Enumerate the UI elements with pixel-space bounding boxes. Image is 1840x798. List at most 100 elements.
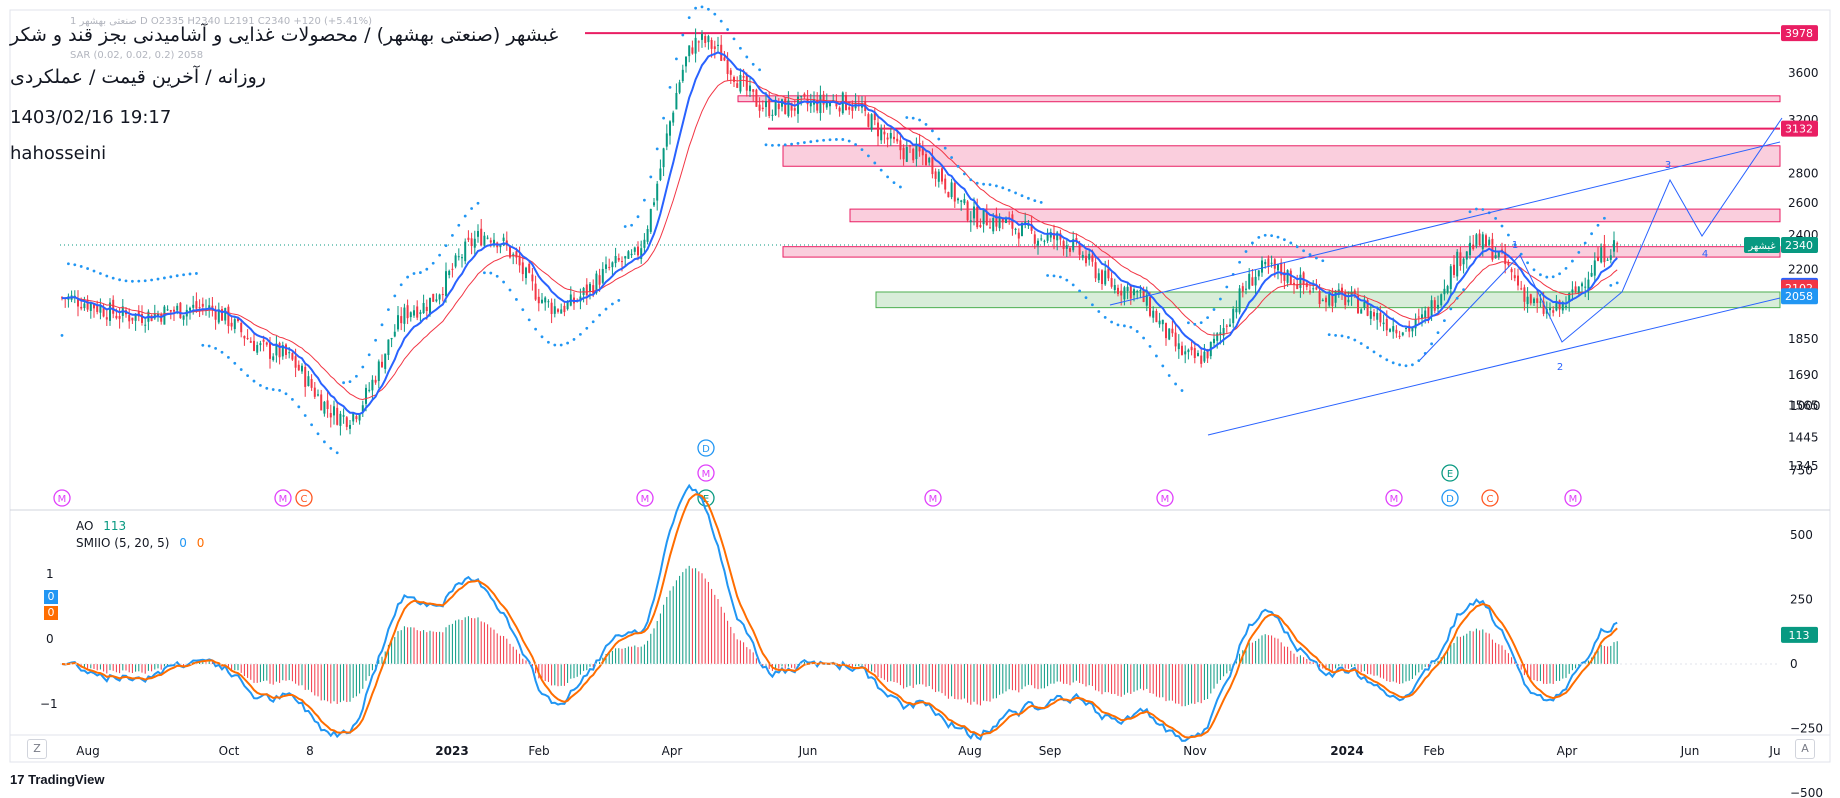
- event-marker[interactable]: [697, 439, 715, 457]
- sar-dot: [1039, 200, 1043, 204]
- sar-dot: [879, 168, 883, 172]
- candle-body: [1501, 249, 1503, 251]
- candle-body: [614, 256, 617, 264]
- candle-body: [1401, 332, 1404, 336]
- event-marker-label: M: [1390, 494, 1399, 505]
- sar-dot: [1583, 241, 1587, 245]
- sar-dot: [406, 275, 409, 279]
- candle-body: [633, 247, 636, 252]
- event-marker[interactable]: [1481, 489, 1499, 507]
- candle-body: [1561, 302, 1564, 311]
- candle-body: [899, 140, 902, 151]
- event-marker[interactable]: [1564, 489, 1582, 507]
- sar-dot: [1238, 260, 1241, 264]
- ao-legend[interactable]: AO 113: [70, 519, 126, 533]
- candle-body: [349, 424, 351, 429]
- candle-body: [201, 303, 204, 307]
- sar-dot: [1571, 259, 1574, 263]
- candle-body: [1510, 269, 1513, 273]
- sar-dot: [726, 28, 729, 31]
- price-zone: [737, 95, 1781, 103]
- sar-dot: [1391, 361, 1395, 365]
- sar-dot: [1468, 210, 1472, 214]
- sar-dot: [758, 68, 761, 72]
- candle-body: [905, 147, 908, 162]
- sar-dot: [1180, 389, 1184, 392]
- sar-dot: [911, 116, 915, 120]
- zoom-button[interactable]: Z: [27, 739, 47, 759]
- event-marker[interactable]: [697, 464, 715, 482]
- candle-body: [1257, 270, 1260, 277]
- event-marker[interactable]: [1441, 489, 1459, 507]
- candle-body: [1190, 346, 1193, 351]
- sar-dot: [566, 341, 569, 345]
- candle-body: [653, 202, 655, 206]
- candle-body: [1030, 224, 1033, 231]
- sar-dot: [1372, 350, 1376, 354]
- sar-dot: [118, 278, 121, 282]
- candle-body: [1350, 292, 1353, 297]
- candle-body: [297, 364, 300, 371]
- sar-dot: [1225, 285, 1229, 289]
- event-marker[interactable]: [53, 489, 71, 507]
- candle-body: [643, 239, 646, 248]
- sar-dot: [1308, 253, 1312, 256]
- candle-body: [217, 309, 220, 323]
- candle-body: [93, 304, 95, 309]
- time-axis-label: Apr: [662, 744, 683, 758]
- sar-dot: [1379, 354, 1382, 358]
- sar-dot: [1436, 331, 1440, 334]
- candle-body: [294, 356, 297, 368]
- candle-body: [528, 263, 531, 273]
- event-marker[interactable]: [636, 489, 654, 507]
- sar-dot: [284, 392, 288, 396]
- candle-body: [912, 148, 915, 161]
- sar-dot: [796, 141, 800, 145]
- candle-body: [483, 235, 486, 246]
- candle-body: [1613, 240, 1615, 252]
- candle-body: [1113, 285, 1116, 291]
- candle-body: [1033, 234, 1036, 244]
- candle-body: [192, 304, 195, 308]
- candle-body: [477, 231, 479, 237]
- auto-scale-button[interactable]: A: [1795, 739, 1815, 759]
- candle-body: [304, 366, 307, 387]
- candle-body: [422, 302, 425, 314]
- event-marker[interactable]: [924, 489, 942, 507]
- candle-body: [374, 379, 377, 383]
- sar-dot: [310, 423, 313, 427]
- sar-dot: [713, 12, 717, 16]
- sar-dot: [1340, 334, 1344, 338]
- sar-dot: [1276, 235, 1280, 239]
- sar-dot: [1155, 354, 1158, 358]
- candle-body: [368, 389, 371, 391]
- event-marker[interactable]: [1385, 489, 1403, 507]
- event-marker[interactable]: [1441, 464, 1459, 482]
- candle-body: [973, 206, 975, 219]
- event-marker[interactable]: [1156, 489, 1174, 507]
- sar-dot: [636, 215, 640, 219]
- event-marker[interactable]: [295, 489, 313, 507]
- candle-body: [1408, 325, 1411, 332]
- candle-body: [195, 301, 198, 309]
- sar-dot: [1475, 207, 1478, 211]
- candle-body: [342, 415, 345, 417]
- event-marker[interactable]: [274, 489, 292, 507]
- candle-body: [457, 256, 460, 258]
- sar-dot: [675, 57, 678, 61]
- sar-dot: [220, 350, 224, 354]
- sar-dot: [751, 62, 755, 66]
- candle-body: [134, 313, 137, 321]
- smio-legend[interactable]: SMIIO (5, 20, 5) 0 0: [70, 536, 204, 550]
- candle-body: [432, 293, 435, 302]
- candle-body: [1062, 240, 1065, 250]
- candle-body: [921, 147, 924, 156]
- candle-body: [630, 253, 633, 256]
- sar-dot: [329, 446, 333, 450]
- candle-body: [1542, 301, 1545, 314]
- sar-dot: [1046, 274, 1049, 277]
- candle-body: [944, 178, 947, 190]
- tradingview-logo[interactable]: 17 TradingView: [10, 772, 105, 787]
- candle-body: [1069, 248, 1071, 252]
